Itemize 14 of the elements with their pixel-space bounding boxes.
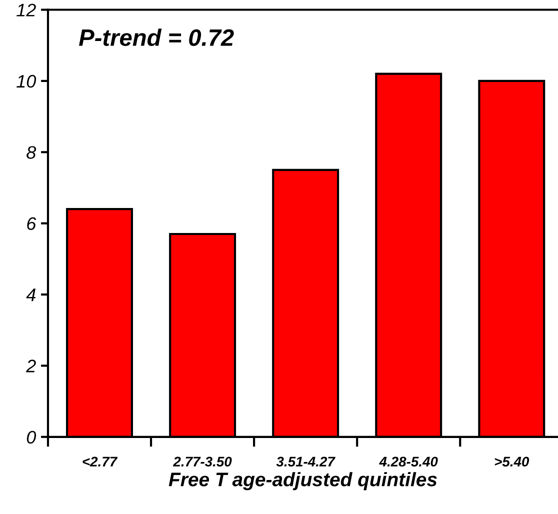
y-tick-label: 10 [16,74,36,88]
y-tick-label: 4 [26,288,36,302]
x-tick-label: 4.28-5.40 [379,456,438,467]
x-tick-label: <2.77 [82,456,118,466]
x-tick-label: 2.77-3.50 [172,456,232,467]
annotation: P-trend = 0.72 [79,28,234,46]
y-tick-label: 12 [16,4,36,16]
x-tick-label: >5.40 [494,456,530,467]
x-tick-label: 3.51-4.27 [276,456,336,467]
y-tick-label: 0 [26,430,36,444]
y-tick-label: 6 [27,217,36,230]
y-tick-label: 8 [26,146,36,159]
x-axis-title: Free T age-adjusted quintiles [168,472,437,490]
y-tick-label: 2 [26,360,36,372]
